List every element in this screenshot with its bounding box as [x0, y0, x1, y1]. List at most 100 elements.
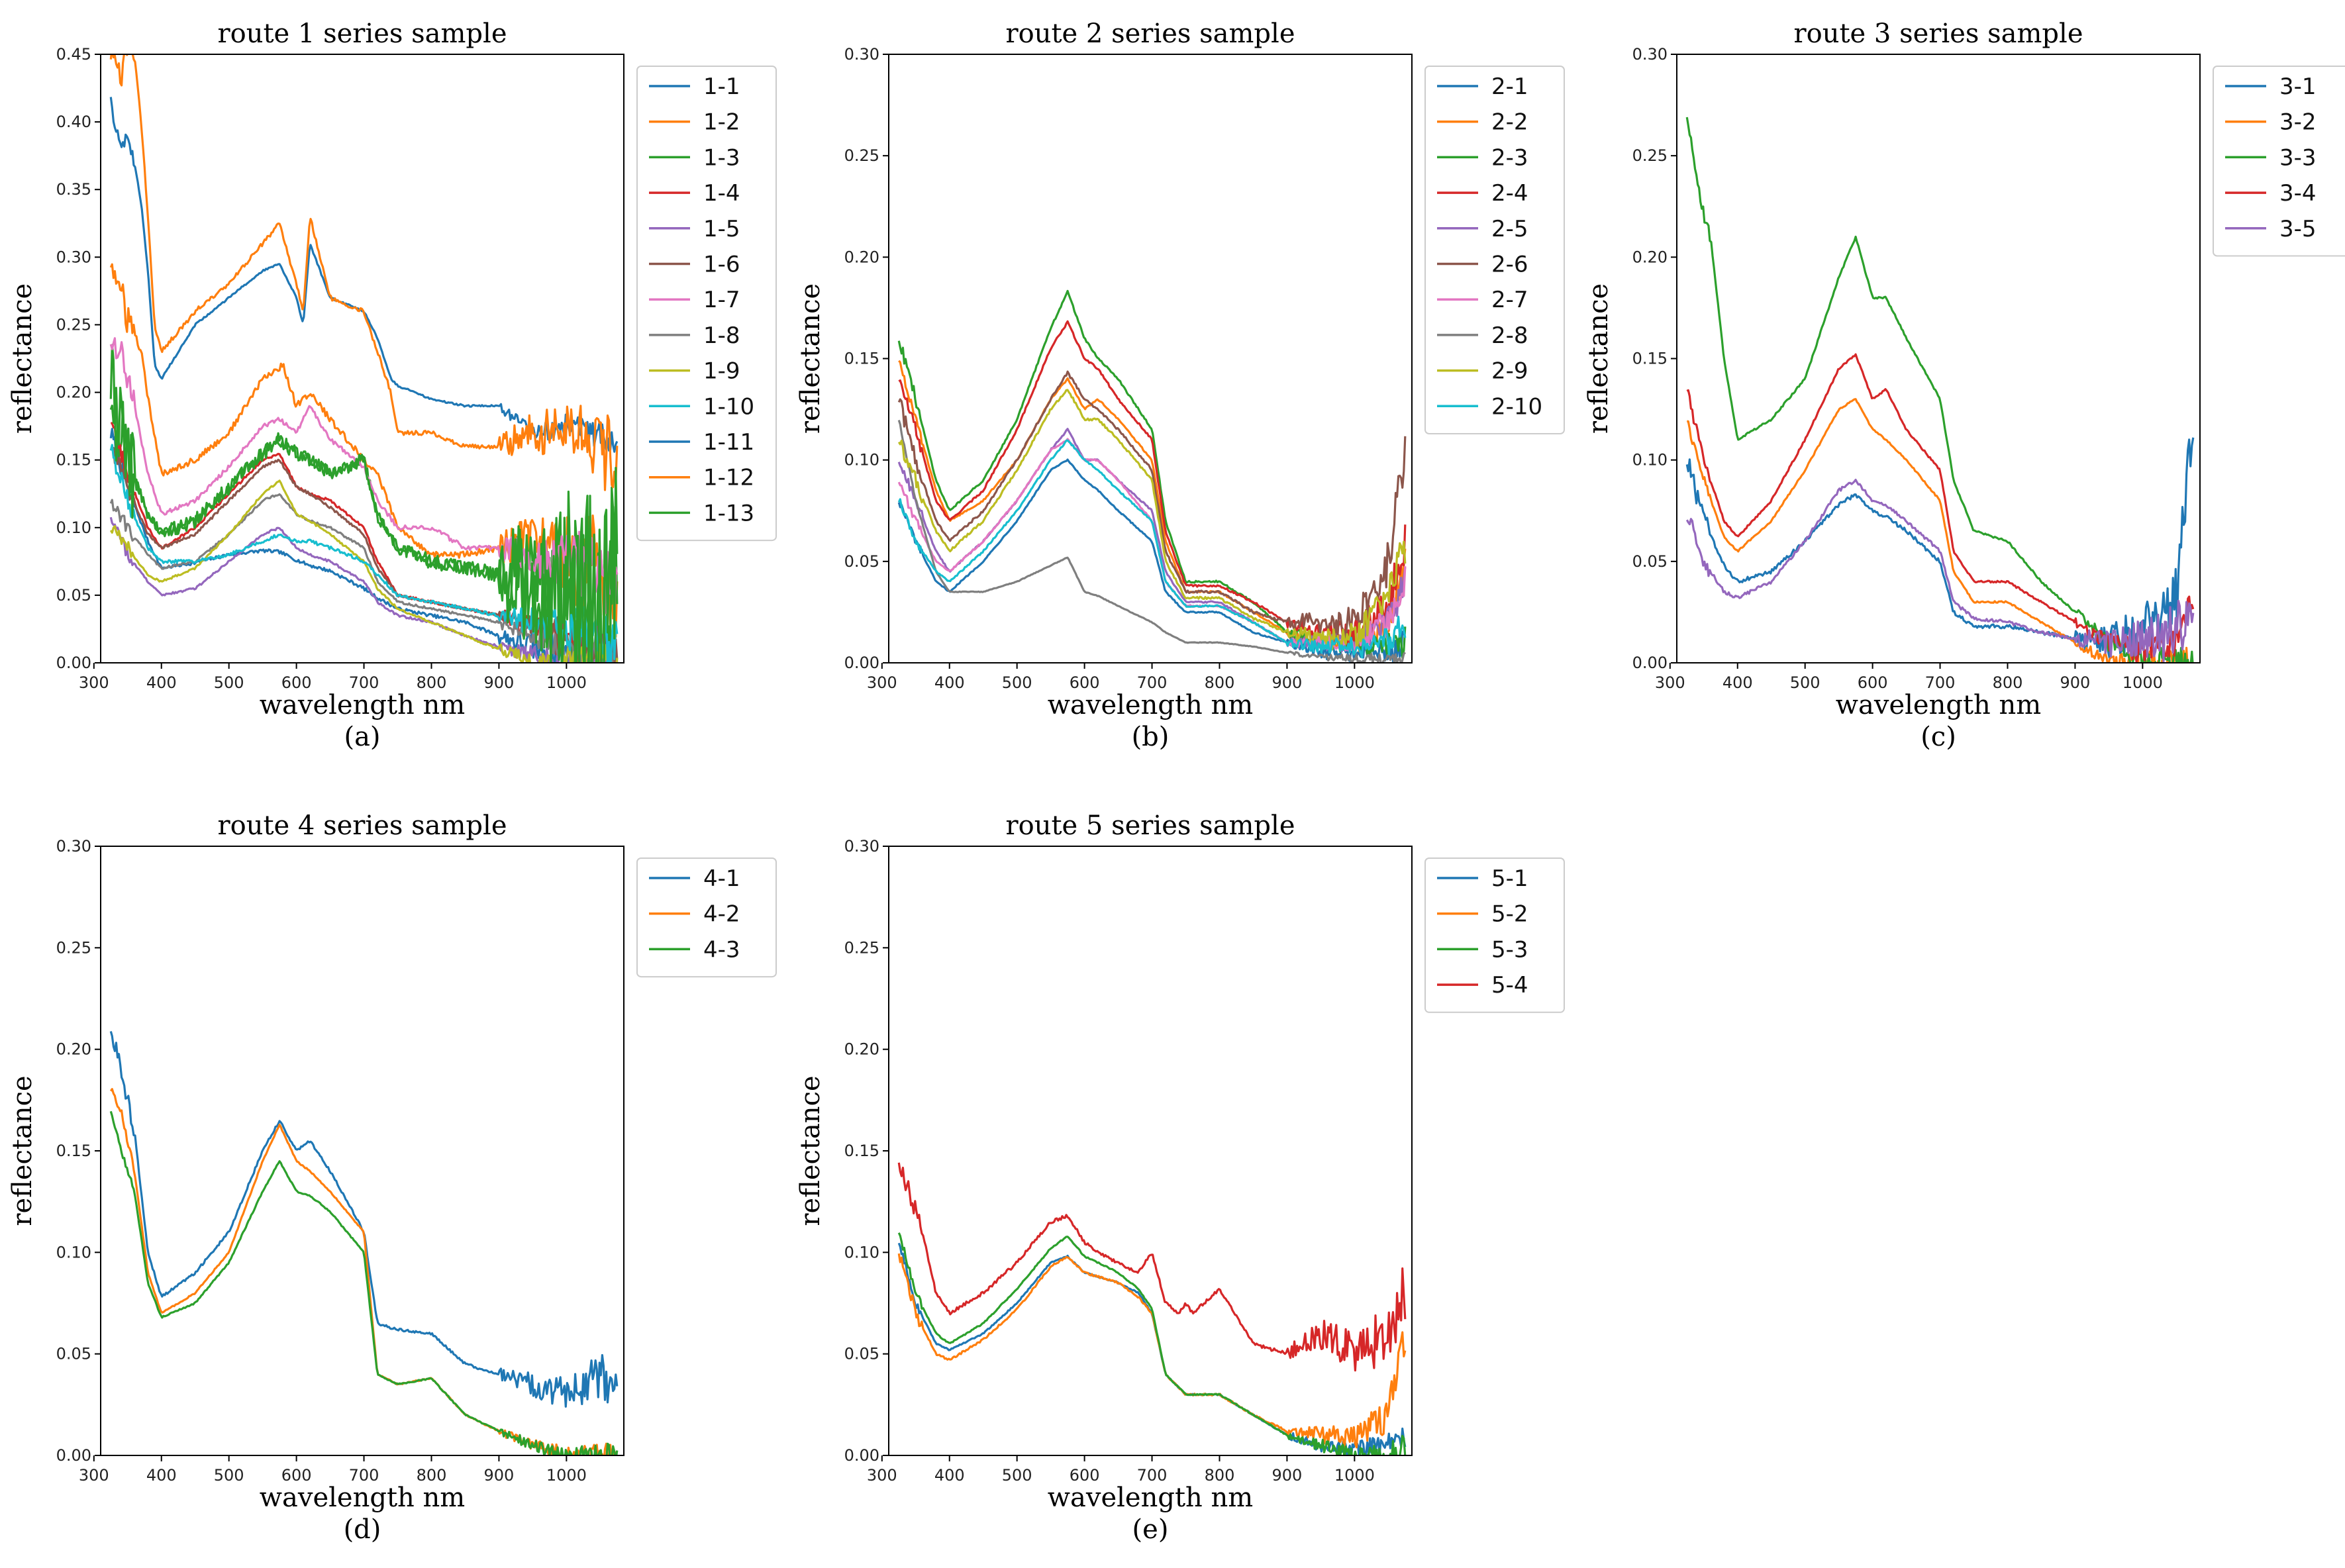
y-tick-label: 0.05 [1632, 552, 1668, 571]
panel-caption: (d) [344, 1514, 381, 1545]
y-tick-label: 0.15 [844, 1142, 879, 1160]
series-line-5-2 [897, 1253, 1407, 1450]
y-tick-label: 0.00 [56, 1446, 91, 1465]
plot-frame [100, 54, 624, 663]
plot-frame [100, 846, 624, 1456]
x-tick-label: 700 [1137, 673, 1168, 692]
y-tick-label: 0.30 [844, 45, 879, 64]
legend-label: 2-4 [1491, 180, 1528, 207]
y-tick-label: 0.05 [844, 1345, 879, 1363]
legend-label: 1-10 [703, 393, 754, 420]
series-line-3-4 [1686, 353, 2195, 663]
x-tick-label: 600 [1858, 673, 1888, 692]
legend-label: 3-2 [2279, 109, 2317, 136]
x-axis-label: wavelength nm [1048, 690, 1253, 720]
series-line-1-12 [109, 54, 619, 491]
x-tick-label: 700 [1137, 1466, 1168, 1485]
chart-panel-5: route 5 series sample 300 400 500 600 700 800 9… [795, 810, 1565, 1545]
y-tick-label: 0.00 [844, 1446, 879, 1465]
series-line-2-10 [897, 439, 1407, 659]
legend-label: 2-2 [1491, 109, 1528, 136]
legend-box [636, 858, 777, 978]
y-tick-label: 0.05 [56, 586, 91, 605]
series-group [1685, 117, 2195, 663]
legend-label: 1-8 [703, 322, 740, 349]
y-tick-label: 0.25 [56, 315, 91, 334]
series-line-1-5 [109, 516, 619, 663]
y-axis-label: reflectance [795, 283, 826, 434]
series-line-5-4 [897, 1162, 1407, 1372]
legend-label: 3-1 [2279, 74, 2317, 100]
chart-title: route 3 series sample [1794, 19, 2083, 49]
x-tick-label: 900 [1272, 1466, 1303, 1485]
x-tick-label: 800 [417, 673, 447, 692]
x-tick-label: 1000 [546, 1466, 587, 1485]
y-tick-label: 0.05 [56, 1345, 91, 1363]
x-tick-label: 300 [867, 1466, 897, 1485]
x-tick-label: 900 [2060, 673, 2091, 692]
x-tick-label: 400 [934, 673, 965, 692]
y-tick-label: 0.10 [56, 1243, 91, 1261]
legend-label: 5-3 [1491, 936, 1528, 963]
x-tick-label: 500 [1002, 1466, 1032, 1485]
plot-frame [888, 846, 1413, 1456]
series-line-3-2 [1686, 398, 2191, 663]
x-axis-label: wavelength nm [260, 690, 465, 720]
legend-label: 3-5 [2279, 216, 2317, 242]
panel-caption: (e) [1132, 1514, 1169, 1545]
series-line-4-1 [109, 1031, 619, 1408]
x-tick-label: 1000 [546, 673, 587, 692]
chart-title: route 4 series sample [218, 810, 507, 841]
x-tick-label: 300 [867, 673, 897, 692]
y-tick-label: 0.25 [844, 146, 879, 165]
x-tick-label: 500 [214, 673, 244, 692]
y-tick-label: 0.00 [56, 654, 91, 672]
series-group [897, 1162, 1407, 1455]
x-tick-label: 1000 [1334, 1466, 1375, 1485]
chart-title: route 2 series sample [1006, 19, 1295, 49]
y-axis-label: reflectance [1583, 283, 1614, 434]
y-tick-label: 0.15 [1632, 350, 1668, 368]
series-line-5-1 [897, 1242, 1407, 1455]
panel-caption: (b) [1132, 722, 1170, 752]
x-tick-label: 400 [146, 673, 177, 692]
x-tick-label: 300 [79, 1466, 109, 1485]
x-tick-label: 700 [349, 673, 379, 692]
legend-label: 3-4 [2279, 180, 2317, 207]
legend-label: 1-9 [703, 358, 740, 385]
legend-label: 2-5 [1491, 216, 1528, 242]
y-axis-label: reflectance [7, 283, 38, 434]
y-tick-label: 0.25 [1632, 146, 1668, 165]
chart-panel-3: route 3 series sample 300 400 500 600 700 800 9… [1583, 19, 2345, 752]
y-tick-label: 0.40 [56, 113, 91, 131]
y-tick-label: 0.25 [844, 938, 879, 957]
series-line-4-2 [109, 1088, 619, 1455]
series-group [897, 289, 1407, 663]
y-tick-label: 0.10 [1632, 451, 1668, 469]
legend-label: 1-1 [703, 74, 740, 100]
y-axis-label: reflectance [795, 1075, 826, 1226]
series-line-3-5 [1685, 479, 2195, 663]
legend-label: 1-3 [703, 144, 740, 171]
legend-label: 1-6 [703, 252, 740, 278]
series-line-2-9 [897, 389, 1407, 651]
panel-caption: (c) [1921, 722, 1956, 752]
x-axis-label: wavelength nm [1836, 690, 2041, 720]
chart-panel-1: route 1 series sample 300 400 500 600 700 800 9… [7, 19, 777, 752]
legend-label: 5-2 [1491, 901, 1528, 928]
series-line-3-1 [1685, 437, 2195, 660]
legend-box [2213, 66, 2345, 257]
legend-label: 1-12 [703, 465, 754, 491]
y-tick-label: 0.20 [56, 383, 91, 402]
legend-label: 2-6 [1491, 252, 1528, 278]
x-tick-label: 700 [1925, 673, 1956, 692]
x-tick-label: 600 [281, 673, 312, 692]
chart-panel-4: route 4 series sample 300 400 500 600 700 800 9… [7, 810, 777, 1545]
y-tick-label: 0.00 [1632, 654, 1668, 672]
y-tick-label: 0.30 [56, 248, 91, 266]
legend-label: 1-4 [703, 180, 740, 207]
legend-label: 5-4 [1491, 972, 1528, 999]
x-tick-label: 900 [484, 1466, 515, 1485]
y-tick-label: 0.15 [56, 1142, 91, 1160]
series-line-5-3 [897, 1232, 1407, 1455]
